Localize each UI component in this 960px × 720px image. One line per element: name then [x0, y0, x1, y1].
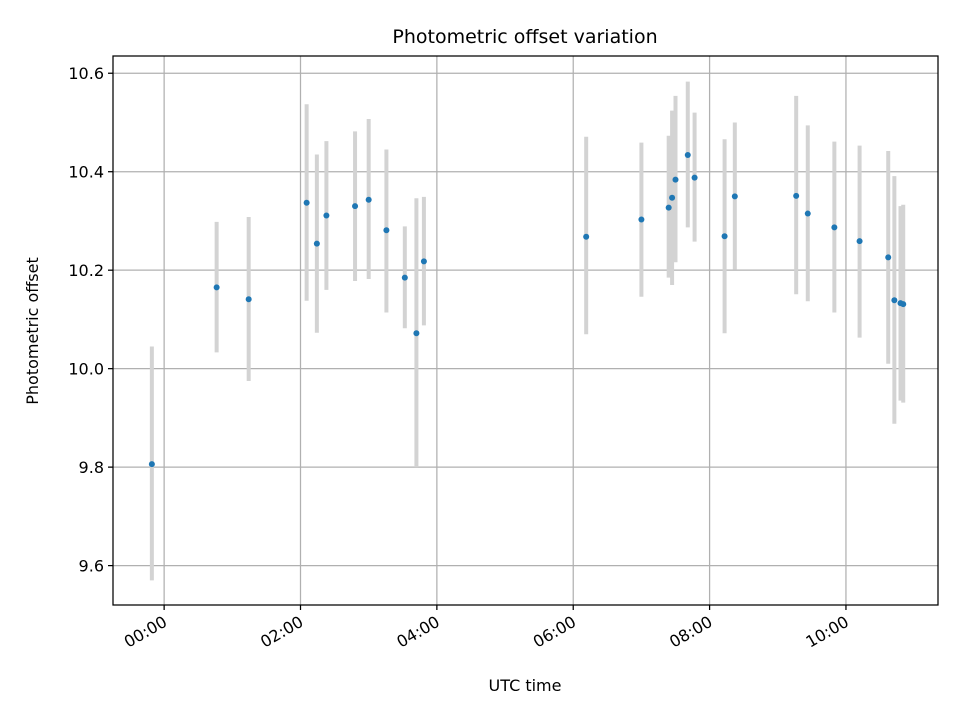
- data-point: [684, 151, 691, 158]
- data-point: [891, 297, 898, 304]
- data-point: [383, 227, 390, 234]
- data-point: [323, 212, 330, 219]
- data-point: [401, 274, 408, 281]
- data-point: [691, 174, 698, 181]
- data-point: [885, 254, 892, 261]
- data-point: [804, 210, 811, 217]
- x-axis-label: UTC time: [489, 676, 562, 695]
- data-point: [245, 296, 252, 303]
- data-point: [213, 284, 220, 291]
- data-point: [672, 176, 679, 183]
- data-point: [583, 233, 590, 240]
- data-point: [148, 461, 155, 468]
- data-point: [856, 238, 863, 245]
- data-point: [413, 330, 420, 337]
- data-point: [731, 193, 738, 200]
- data-points: [148, 151, 907, 468]
- y-tick-label: 9.8: [79, 458, 104, 477]
- y-axis-label: Photometric offset: [23, 257, 42, 405]
- y-tick-label: 9.6: [79, 557, 104, 576]
- y-tick-label: 10.4: [68, 163, 104, 182]
- plot-frame: [112, 55, 939, 606]
- data-point: [665, 204, 672, 211]
- data-point: [638, 216, 645, 223]
- y-tick-label: 10.6: [68, 64, 104, 83]
- grid: [113, 56, 938, 605]
- data-point: [303, 199, 310, 206]
- y-tick-label: 10.0: [68, 360, 104, 379]
- data-point: [721, 233, 728, 240]
- data-point: [420, 258, 427, 265]
- data-point: [352, 203, 359, 210]
- data-point: [831, 224, 838, 231]
- data-point: [365, 196, 372, 203]
- data-point: [669, 194, 676, 201]
- y-tick-label: 10.2: [68, 261, 104, 280]
- data-point: [313, 240, 320, 247]
- data-point: [900, 301, 907, 308]
- data-point: [793, 192, 800, 199]
- chart-title: Photometric offset variation: [392, 26, 657, 48]
